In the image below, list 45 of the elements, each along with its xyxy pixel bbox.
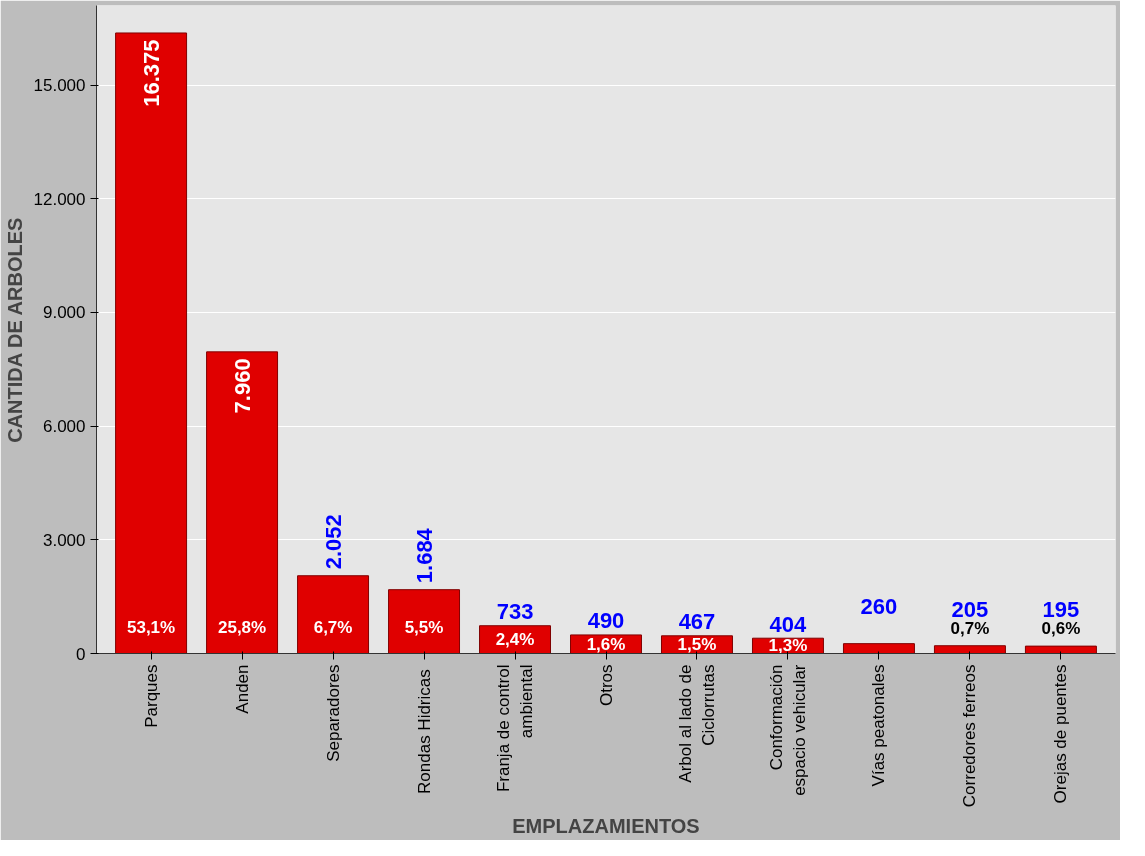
y-axis-title: CANTIDA DE ARBOLES xyxy=(3,217,26,443)
x-tick-label: Otros xyxy=(596,664,616,707)
data-label: 195 xyxy=(1042,596,1080,622)
annotation: 53,1% xyxy=(126,618,176,638)
data-label: 7.960 xyxy=(229,358,255,414)
annotation: 1,6% xyxy=(586,634,626,654)
x-tick-label: Separadores xyxy=(323,664,343,762)
x-tick-label: Rondas Hidricas xyxy=(414,669,434,794)
y-tick-label: 3.000 xyxy=(42,530,86,550)
y-tick-label: 0 xyxy=(76,644,86,664)
data-label: 490 xyxy=(587,608,625,634)
x-tick-label: Corredores ferreos xyxy=(960,664,980,808)
y-tick-label: 15.000 xyxy=(33,76,86,96)
bar xyxy=(297,575,370,654)
bar xyxy=(1024,645,1097,654)
annotation: 5,5% xyxy=(404,618,444,638)
data-label: 260 xyxy=(860,594,898,620)
data-label: 2.052 xyxy=(320,514,346,570)
data-label: 16.375 xyxy=(138,39,164,107)
annotation: 25,8% xyxy=(217,618,267,638)
x-tick-label: Anden xyxy=(232,664,252,714)
y-tick-label: 6.000 xyxy=(42,417,86,437)
y-tick-label: 9.000 xyxy=(42,303,86,323)
bar xyxy=(933,645,1006,654)
annotation: 1,5% xyxy=(677,635,717,655)
y-tick-label: 12.000 xyxy=(33,189,86,209)
data-label: 733 xyxy=(496,599,534,625)
x-axis-title: EMPLAZAMIENTOS xyxy=(512,815,700,838)
x-tick-label: Vías peatonales xyxy=(869,664,889,787)
bar xyxy=(842,643,915,654)
data-label: 467 xyxy=(678,609,716,635)
annotation: 2,4% xyxy=(495,630,535,650)
annotation: 0,6% xyxy=(1041,619,1081,639)
bar xyxy=(206,351,279,654)
x-tick-label: Orejas de puentes xyxy=(1051,664,1071,804)
x-tick-label: Franja de control ambiental xyxy=(494,664,536,793)
x-tick-label: Parques xyxy=(141,664,161,728)
x-tick-label: Arbol al lado de Ciclorrutas xyxy=(676,664,718,783)
annotation: 1,3% xyxy=(768,636,808,656)
data-label: 1.684 xyxy=(411,527,437,584)
bar xyxy=(115,32,188,654)
data-label: 404 xyxy=(769,611,808,637)
bar xyxy=(388,589,461,654)
annotation: 6,7% xyxy=(313,618,353,638)
x-tick-label: Conformación espacio vehicular xyxy=(767,664,809,796)
